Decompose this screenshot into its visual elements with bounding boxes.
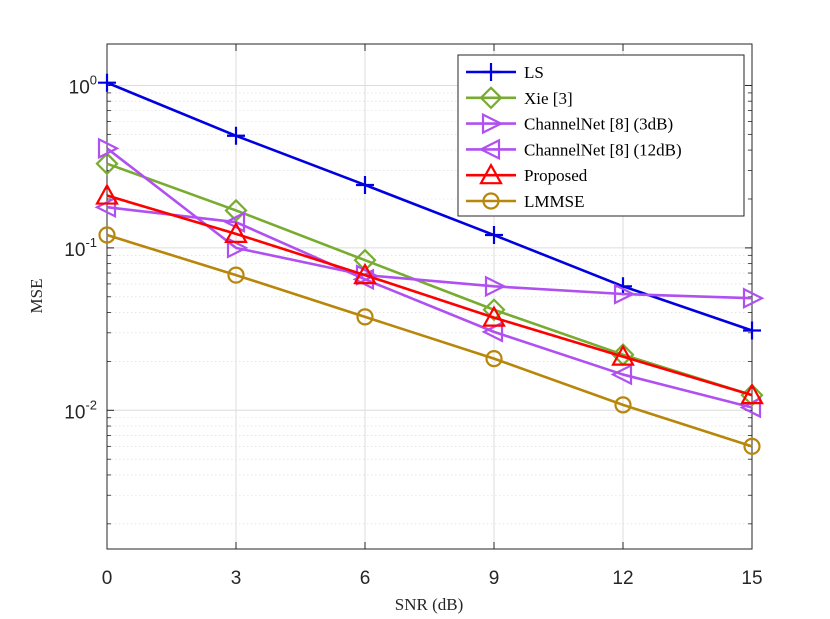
series-line bbox=[106, 162, 753, 397]
series-xie-3 bbox=[95, 152, 764, 407]
data-point bbox=[740, 382, 764, 405]
legend-entry: Proposed bbox=[466, 162, 588, 185]
legend-marker bbox=[479, 162, 503, 185]
legend-entry: ChannelNet [8] (3dB) bbox=[466, 112, 673, 135]
x-tick-label: 15 bbox=[741, 568, 762, 589]
x-tick-label: 12 bbox=[612, 568, 633, 589]
data-point bbox=[224, 198, 248, 223]
x-tick-label: 6 bbox=[360, 568, 371, 589]
legend-box bbox=[457, 54, 745, 217]
legend-label: LMMSE bbox=[524, 192, 584, 211]
legend-marker bbox=[481, 112, 504, 135]
data-point bbox=[482, 305, 506, 327]
y-tick-labels: 100 10-1 10-2 bbox=[64, 72, 97, 423]
data-point bbox=[610, 363, 633, 386]
data-point bbox=[227, 266, 245, 284]
legend-label: Proposed bbox=[524, 166, 588, 185]
legend-marker bbox=[482, 63, 500, 81]
data-point bbox=[226, 237, 249, 259]
data-point bbox=[224, 221, 248, 243]
data-point bbox=[481, 321, 504, 343]
y-tick-label: 10-2 bbox=[64, 397, 97, 423]
data-point bbox=[356, 175, 374, 194]
legend-entry: LMMSE bbox=[466, 192, 584, 211]
legend-label: ChannelNet [8] (3dB) bbox=[524, 115, 673, 134]
data-point bbox=[353, 262, 377, 285]
data-point bbox=[743, 321, 761, 340]
legend-entry: Xie [3] bbox=[466, 86, 573, 110]
data-point bbox=[356, 308, 374, 326]
data-point bbox=[742, 287, 765, 309]
y-tick-label: 10-1 bbox=[64, 235, 97, 261]
y-tick-label: 100 bbox=[69, 72, 97, 98]
x-tick-labels: 0 3 6 9 12 15 bbox=[102, 568, 763, 589]
data-point bbox=[484, 275, 507, 298]
series-line bbox=[106, 233, 753, 448]
x-tick-label: 3 bbox=[231, 568, 242, 589]
legend-entry: LS bbox=[466, 63, 544, 82]
series-line bbox=[106, 205, 753, 409]
data-point bbox=[482, 298, 506, 322]
legend-label: LS bbox=[524, 63, 544, 82]
data-point bbox=[227, 126, 245, 145]
x-axis-label: SNR (dB) bbox=[395, 595, 463, 614]
legend-label: ChannelNet [8] (12dB) bbox=[524, 140, 682, 159]
series-proposed bbox=[95, 183, 764, 405]
legend-entry: ChannelNet [8] (12dB) bbox=[466, 138, 682, 161]
data-point bbox=[485, 350, 503, 368]
series-line bbox=[106, 147, 753, 300]
x-tick-label: 0 bbox=[102, 568, 113, 589]
data-point bbox=[614, 396, 632, 414]
data-point bbox=[95, 183, 119, 205]
series-layer bbox=[94, 73, 765, 455]
data-point bbox=[97, 137, 120, 160]
series-channelnet-8-12db bbox=[94, 196, 762, 419]
data-point bbox=[95, 152, 119, 176]
x-tick-label: 9 bbox=[489, 568, 500, 589]
data-point bbox=[98, 73, 116, 92]
data-point bbox=[743, 437, 761, 455]
data-point bbox=[613, 283, 636, 305]
y-axis-label: MSE bbox=[27, 279, 46, 314]
legend-label: Xie [3] bbox=[524, 89, 573, 108]
series-lmmse bbox=[98, 226, 761, 455]
legend-marker bbox=[482, 192, 500, 210]
legend-marker bbox=[478, 138, 501, 161]
data-point bbox=[611, 344, 635, 366]
legend: LS Xie [3] ChannelNet [8] (3dB) ChannelNet … bbox=[457, 54, 745, 217]
data-point bbox=[485, 226, 503, 245]
series-line bbox=[106, 194, 753, 397]
data-point bbox=[98, 226, 116, 244]
legend-marker bbox=[479, 86, 503, 110]
